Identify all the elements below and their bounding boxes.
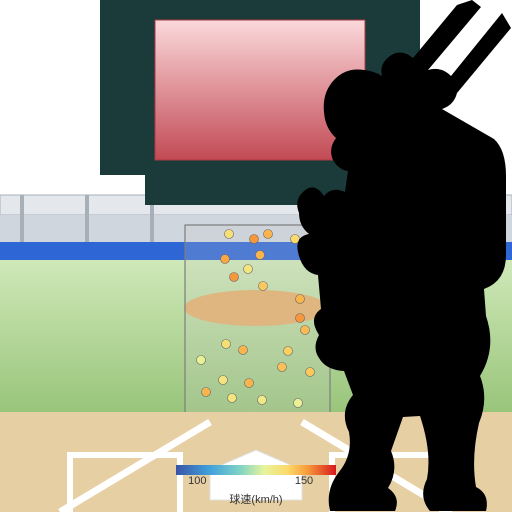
pitch-marker <box>221 255 230 264</box>
pitch-marker <box>219 376 228 385</box>
pitch-marker <box>245 379 254 388</box>
legend-ticks: 100 150 <box>176 475 336 489</box>
pitch-marker <box>264 230 273 239</box>
legend-gradient-bar <box>176 465 336 475</box>
speed-legend: 100 150 球速(km/h) <box>176 465 336 507</box>
pitch-marker <box>296 314 305 323</box>
legend-label: 球速(km/h) <box>176 491 336 507</box>
pitch-marker <box>222 340 231 349</box>
pitch-location-chart <box>0 0 512 512</box>
pitch-marker <box>259 282 268 291</box>
pitch-marker <box>197 356 206 365</box>
pitch-marker <box>239 346 248 355</box>
legend-tick: 150 <box>295 475 313 487</box>
pitch-marker <box>256 251 265 260</box>
stands-pillar <box>20 195 24 242</box>
pitch-marker <box>230 273 239 282</box>
pitch-marker <box>278 363 287 372</box>
pitch-marker <box>250 235 259 244</box>
stands-pillar <box>85 195 89 242</box>
pitch-marker <box>202 388 211 397</box>
pitch-marker <box>258 396 267 405</box>
pitch-marker <box>228 394 237 403</box>
pitch-marker <box>284 347 293 356</box>
pitch-marker <box>294 399 303 408</box>
pitch-marker <box>306 368 315 377</box>
pitch-marker <box>296 295 305 304</box>
pitch-marker <box>225 230 234 239</box>
pitch-marker <box>244 265 253 274</box>
pitch-marker <box>301 326 310 335</box>
legend-tick: 100 <box>188 475 206 487</box>
